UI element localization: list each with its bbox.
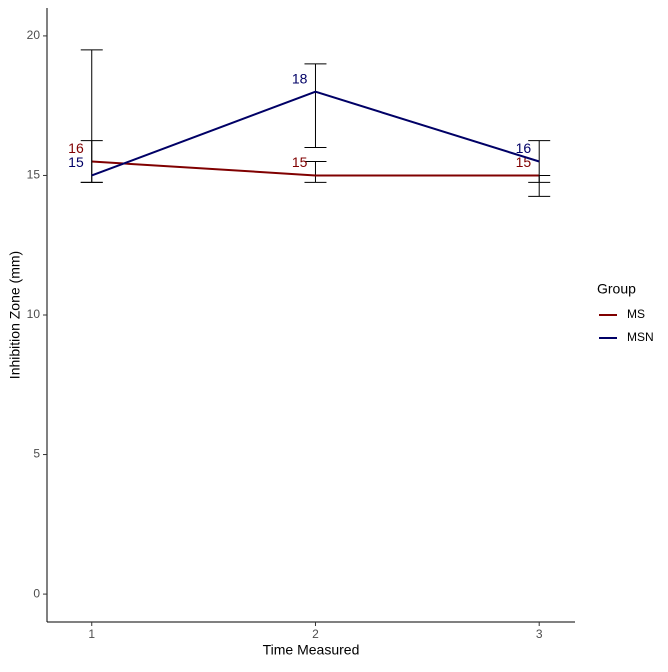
- y-tick-label: 0: [33, 586, 40, 600]
- y-tick-label: 20: [27, 28, 41, 42]
- value-label: 18: [292, 70, 308, 86]
- legend-label: MSN: [627, 330, 654, 344]
- error-bar: [304, 63, 327, 149]
- x-tick-label: 3: [536, 627, 543, 641]
- y-tick-label: 5: [33, 447, 40, 461]
- value-label: 15: [68, 154, 84, 170]
- value-label: 16: [516, 140, 532, 156]
- x-tick-label: 2: [312, 627, 319, 641]
- series-line: [91, 160, 540, 177]
- value-label: 15: [292, 154, 308, 170]
- y-tick-label: 15: [27, 168, 41, 182]
- error-bar: [304, 161, 327, 183]
- value-label: 16: [68, 140, 84, 156]
- series-line: [91, 90, 540, 177]
- y-tick-label: 10: [27, 307, 41, 321]
- legend-label: MS: [627, 307, 645, 321]
- y-axis-title: Inhibition Zone (mm): [7, 251, 23, 379]
- error-bar: [80, 49, 103, 183]
- x-axis-title: Time Measured: [263, 642, 360, 658]
- x-tick-label: 1: [88, 627, 95, 641]
- legend-title: Group: [597, 281, 636, 297]
